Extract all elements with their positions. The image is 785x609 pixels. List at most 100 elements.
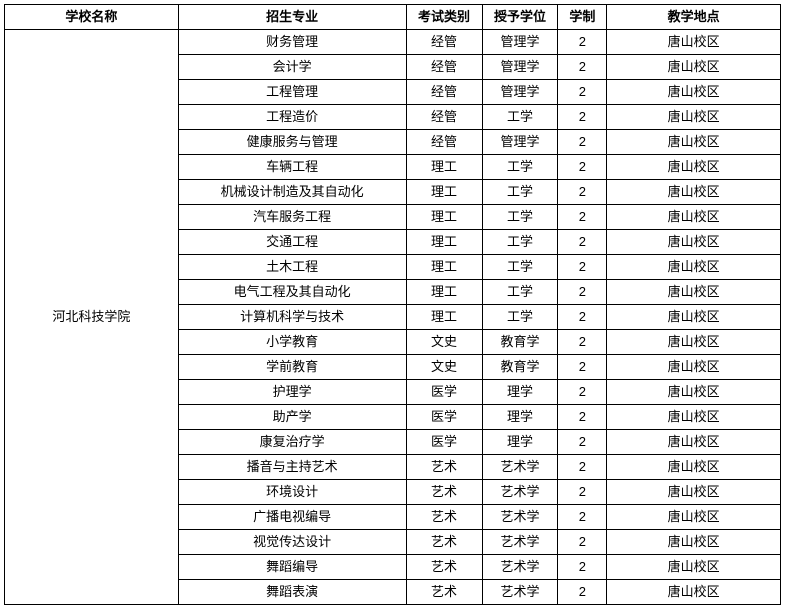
major-cell: 广播电视编导 [178,505,406,530]
location-cell: 唐山校区 [607,355,781,380]
exam-cell: 理工 [406,180,482,205]
exam-cell: 理工 [406,205,482,230]
years-cell: 2 [558,130,607,155]
major-cell: 舞蹈编导 [178,555,406,580]
location-cell: 唐山校区 [607,155,781,180]
major-cell: 环境设计 [178,480,406,505]
exam-cell: 艺术 [406,480,482,505]
degree-cell: 艺术学 [482,530,558,555]
major-cell: 护理学 [178,380,406,405]
admissions-table: 学校名称 招生专业 考试类别 授予学位 学制 教学地点 河北科技学院财务管理经管… [4,4,781,605]
location-cell: 唐山校区 [607,305,781,330]
years-cell: 2 [558,180,607,205]
major-cell: 土木工程 [178,255,406,280]
location-cell: 唐山校区 [607,55,781,80]
major-cell: 工程管理 [178,80,406,105]
location-cell: 唐山校区 [607,255,781,280]
major-cell: 汽车服务工程 [178,205,406,230]
table-header-row: 学校名称 招生专业 考试类别 授予学位 学制 教学地点 [5,5,781,30]
degree-cell: 教育学 [482,330,558,355]
major-cell: 播音与主持艺术 [178,455,406,480]
location-cell: 唐山校区 [607,530,781,555]
degree-cell: 工学 [482,155,558,180]
exam-cell: 医学 [406,380,482,405]
exam-cell: 艺术 [406,530,482,555]
degree-cell: 管理学 [482,130,558,155]
years-cell: 2 [558,80,607,105]
degree-cell: 工学 [482,255,558,280]
degree-cell: 工学 [482,280,558,305]
years-cell: 2 [558,480,607,505]
degree-cell: 工学 [482,205,558,230]
location-cell: 唐山校区 [607,180,781,205]
years-cell: 2 [558,555,607,580]
years-cell: 2 [558,155,607,180]
major-cell: 会计学 [178,55,406,80]
exam-cell: 文史 [406,355,482,380]
degree-cell: 管理学 [482,55,558,80]
degree-cell: 理学 [482,405,558,430]
exam-cell: 经管 [406,55,482,80]
location-cell: 唐山校区 [607,480,781,505]
major-cell: 康复治疗学 [178,430,406,455]
major-cell: 车辆工程 [178,155,406,180]
location-cell: 唐山校区 [607,380,781,405]
major-cell: 助产学 [178,405,406,430]
years-cell: 2 [558,280,607,305]
location-cell: 唐山校区 [607,455,781,480]
exam-cell: 文史 [406,330,482,355]
exam-cell: 理工 [406,230,482,255]
years-cell: 2 [558,380,607,405]
major-cell: 健康服务与管理 [178,130,406,155]
header-years: 学制 [558,5,607,30]
major-cell: 电气工程及其自动化 [178,280,406,305]
years-cell: 2 [558,305,607,330]
years-cell: 2 [558,330,607,355]
exam-cell: 医学 [406,405,482,430]
location-cell: 唐山校区 [607,405,781,430]
exam-cell: 经管 [406,105,482,130]
location-cell: 唐山校区 [607,105,781,130]
location-cell: 唐山校区 [607,230,781,255]
years-cell: 2 [558,455,607,480]
header-location: 教学地点 [607,5,781,30]
header-degree: 授予学位 [482,5,558,30]
years-cell: 2 [558,405,607,430]
location-cell: 唐山校区 [607,130,781,155]
years-cell: 2 [558,355,607,380]
exam-cell: 经管 [406,80,482,105]
years-cell: 2 [558,430,607,455]
degree-cell: 理学 [482,430,558,455]
degree-cell: 艺术学 [482,455,558,480]
degree-cell: 教育学 [482,355,558,380]
years-cell: 2 [558,55,607,80]
location-cell: 唐山校区 [607,205,781,230]
degree-cell: 艺术学 [482,555,558,580]
degree-cell: 管理学 [482,80,558,105]
exam-cell: 理工 [406,305,482,330]
location-cell: 唐山校区 [607,555,781,580]
degree-cell: 管理学 [482,30,558,55]
exam-cell: 经管 [406,30,482,55]
major-cell: 交通工程 [178,230,406,255]
school-name-cell: 河北科技学院 [5,30,179,605]
years-cell: 2 [558,30,607,55]
location-cell: 唐山校区 [607,505,781,530]
location-cell: 唐山校区 [607,80,781,105]
degree-cell: 工学 [482,105,558,130]
exam-cell: 经管 [406,130,482,155]
header-exam: 考试类别 [406,5,482,30]
major-cell: 工程造价 [178,105,406,130]
table-row: 河北科技学院财务管理经管管理学2唐山校区 [5,30,781,55]
degree-cell: 工学 [482,180,558,205]
years-cell: 2 [558,530,607,555]
degree-cell: 艺术学 [482,505,558,530]
exam-cell: 艺术 [406,455,482,480]
major-cell: 学前教育 [178,355,406,380]
exam-cell: 艺术 [406,555,482,580]
exam-cell: 理工 [406,155,482,180]
degree-cell: 理学 [482,380,558,405]
major-cell: 计算机科学与技术 [178,305,406,330]
location-cell: 唐山校区 [607,30,781,55]
exam-cell: 理工 [406,255,482,280]
